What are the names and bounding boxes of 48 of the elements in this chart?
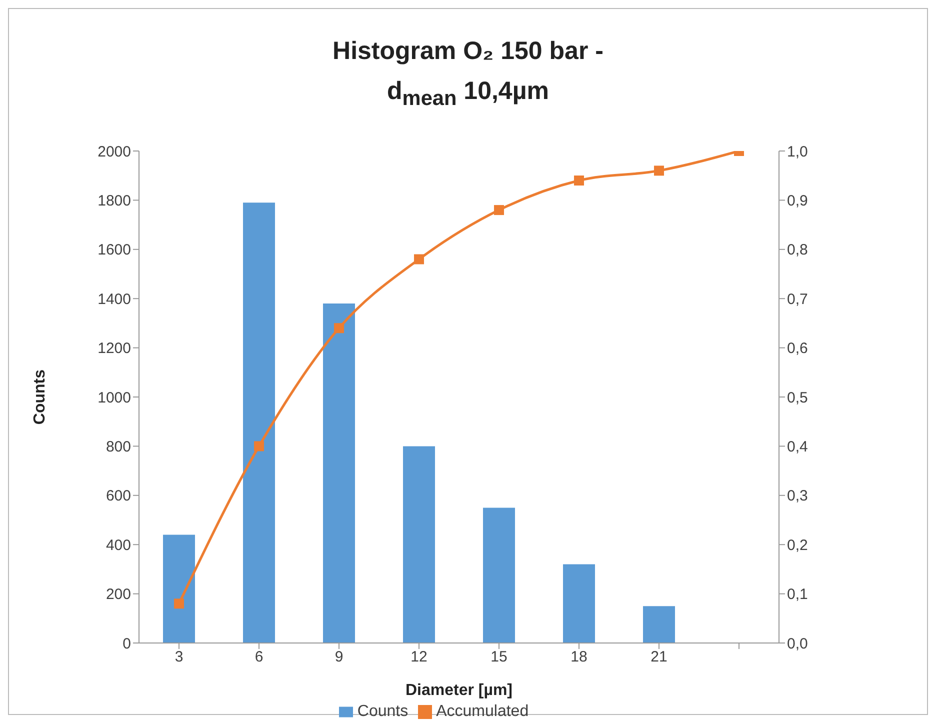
x-tick-label: 3 [174,648,184,666]
x-axis-title: Diameter [µm] [405,682,513,699]
chart-title: Histogram O₂ 150 bar - d$_{mean}$ 10,4µm [332,36,604,112]
y-tick-label: 0 [122,635,131,652]
bar [643,606,675,643]
point [334,323,344,334]
legend-label: Accumulated [436,703,529,720]
bar [323,304,355,643]
x-tick-label: 15 [490,648,508,666]
y2-tick-label: 0,9 [787,192,808,210]
y2-tick-label: 0,1 [787,586,808,604]
y-tick-label: 2000 [98,143,131,160]
x-tick-label: 9 [334,648,344,666]
y-tick-label: 800 [106,438,131,456]
point [254,441,264,452]
y-tick-label: 600 [106,488,131,505]
y-tick-label: 200 [106,586,131,604]
point [494,205,504,216]
x-tick-label: 21 [650,648,668,666]
bar [483,508,515,643]
y2-tick-label: 0,3 [787,488,808,505]
y-tick-label: 1600 [98,242,131,259]
point [174,598,184,609]
y2-tick-label: 0,2 [787,536,808,554]
x-tick-label: 12 [410,648,428,666]
bar [403,446,435,643]
y2-tick-label: 0,0 [787,635,808,652]
y2-tick-label: 0,8 [787,242,808,259]
x-tick-label: 18 [570,648,588,666]
y2-tick-label: 0,5 [787,389,808,406]
y-tick-label: 1400 [98,290,131,308]
y-tick-label: 1200 [98,340,131,358]
y2-tick-label: 0,4 [787,438,808,456]
point [654,166,664,176]
y2-tick-label: 1,0 [787,143,808,160]
point [414,254,424,264]
y2-tick-label: 0,7 [787,290,808,308]
legend-label: Counts [357,703,408,720]
y-tick-label: 1800 [98,192,131,210]
y-tick-label: 400 [106,536,131,554]
x-tick-label: 6 [254,648,264,666]
bar [243,202,275,643]
point [574,176,584,186]
y-axis-title: Counts [32,369,49,425]
bar [163,534,195,643]
bar [563,564,595,643]
y2-tick-label: 0,6 [787,340,808,358]
y-tick-label: 1000 [98,389,131,406]
